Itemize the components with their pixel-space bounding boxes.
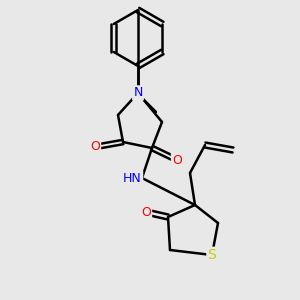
Text: HN: HN [123,172,142,184]
Text: N: N [133,86,143,100]
Text: S: S [208,248,216,262]
Text: O: O [141,206,151,218]
Text: O: O [172,154,182,166]
Text: O: O [90,140,100,154]
